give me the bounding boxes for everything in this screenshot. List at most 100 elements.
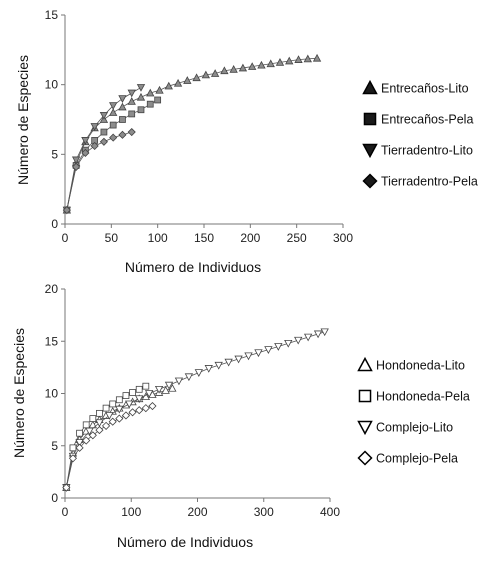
data-point: [90, 141, 99, 151]
data-point: [174, 377, 184, 386]
data-point: [68, 454, 78, 463]
y-axis-label: Número de Especies: [15, 55, 31, 185]
legend-item: Complejo-Pela: [357, 450, 458, 466]
y-tick-label: 10: [45, 387, 59, 401]
data-point: [125, 400, 134, 409]
data-point: [173, 78, 183, 87]
y-tick-label: 10: [45, 78, 59, 92]
data-point: [136, 92, 146, 101]
data-point: [128, 408, 137, 417]
series-line: [65, 387, 173, 488]
y-tick-label: 15: [45, 334, 59, 348]
data-point: [89, 415, 97, 422]
legend-item: Complejo-Lito: [357, 421, 453, 436]
data-point: [118, 95, 127, 103]
data-point: [75, 439, 84, 447]
legend-marker: [358, 389, 372, 403]
legend-item: Entrecaños-Lito: [362, 79, 469, 96]
data-point: [88, 420, 97, 429]
x-tick-label: 200: [187, 505, 207, 519]
data-point: [148, 401, 157, 411]
data-point: [312, 53, 322, 62]
legend-label: Entrecaños-Lito: [381, 82, 469, 96]
data-point: [118, 130, 127, 139]
legend-marker: [357, 356, 373, 372]
series-entrecaños-lito: [62, 53, 322, 214]
data-point: [115, 405, 124, 414]
data-point: [135, 406, 144, 415]
data-point: [88, 431, 97, 440]
data-point: [266, 59, 275, 68]
data-point: [220, 66, 229, 75]
legend-item: Entrecaños-Pela: [363, 113, 473, 127]
legend-item: Hondoneda-Pela: [358, 389, 470, 404]
data-point: [100, 128, 108, 136]
x-tick-label: 100: [121, 505, 141, 519]
data-point: [109, 102, 118, 110]
data-point: [257, 60, 266, 69]
data-point: [303, 54, 312, 63]
data-point: [192, 73, 201, 82]
data-point: [105, 412, 114, 420]
data-point: [81, 148, 90, 158]
legend-item: Hondoneda-Lito: [357, 356, 465, 373]
legend-marker: [362, 143, 378, 159]
data-point: [154, 96, 162, 104]
data-point: [82, 436, 91, 445]
series-line: [66, 87, 142, 211]
data-point: [294, 336, 303, 345]
data-point: [164, 381, 174, 390]
data-point: [144, 390, 154, 398]
data-point: [248, 62, 257, 70]
data-point: [137, 106, 145, 114]
data-point: [115, 396, 123, 404]
data-point: [164, 81, 173, 90]
data-point: [121, 411, 131, 420]
data-point: [85, 427, 94, 436]
data-point: [69, 444, 77, 452]
data-point: [146, 100, 154, 108]
data-point: [82, 421, 90, 429]
legend-label: Complejo-Pela: [376, 452, 458, 466]
chart-top: 0 50 100 150 200 250 300 0 5 10 15 Número de Indivi…: [15, 8, 478, 275]
data-point: [118, 102, 127, 111]
data-point: [127, 89, 136, 98]
data-point: [129, 389, 136, 396]
x-tick-label: 100: [148, 231, 168, 245]
series-tierradentro-pela: [62, 127, 136, 215]
data-point: [254, 349, 263, 358]
data-point: [90, 123, 99, 131]
data-point: [274, 343, 283, 351]
legend-label: Tierradentro-Pela: [381, 175, 478, 189]
y-tick-label: 5: [51, 147, 58, 161]
data-point: [141, 404, 150, 413]
data-point: [127, 97, 136, 105]
data-point: [224, 358, 233, 367]
y-tick-label: 5: [51, 439, 58, 453]
data-point: [168, 383, 177, 392]
x-tick-label: 200: [240, 231, 260, 245]
data-point: [108, 417, 117, 426]
legend-label: Tierradentro-Lito: [381, 144, 473, 158]
data-point: [142, 382, 150, 390]
legend-marker: [362, 173, 378, 189]
data-point: [95, 426, 104, 435]
data-point: [204, 365, 213, 373]
data-point: [238, 63, 248, 72]
chart-bottom: 0 100 200 300 400 0 5 10 15 20 Número de Individuo…: [11, 282, 470, 550]
y-tick-label: 0: [51, 217, 58, 231]
data-point: [275, 58, 285, 66]
data-point: [320, 328, 329, 337]
legend-label: Hondoneda-Pela: [376, 390, 470, 404]
data-point: [194, 369, 203, 377]
data-point: [115, 414, 124, 423]
data-point: [109, 108, 118, 116]
x-tick-label: 150: [194, 231, 214, 245]
series-line: [66, 57, 318, 211]
data-point: [136, 84, 146, 92]
series-line: [66, 131, 132, 211]
data-point: [146, 88, 155, 97]
data-point: [62, 483, 71, 492]
legend-label: Entrecaños-Pela: [381, 113, 473, 127]
